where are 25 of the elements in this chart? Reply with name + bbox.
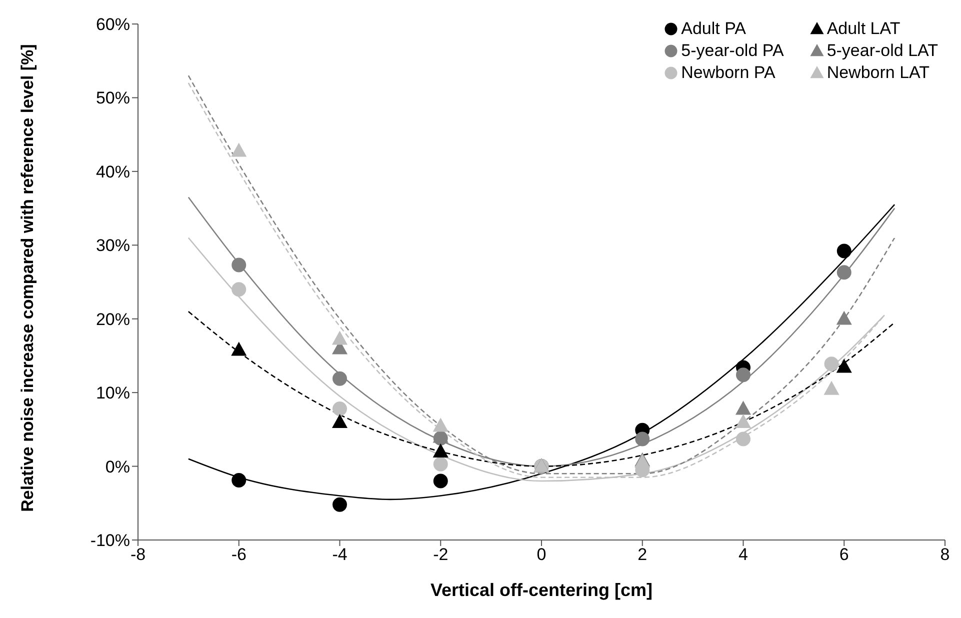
y-tick-label: 30% (96, 236, 130, 256)
x-tick-label: -2 (433, 545, 448, 564)
x-axis-title: Vertical off-centering [cm] (430, 580, 653, 600)
x-tick-label: -6 (231, 545, 246, 564)
legend-label: Adult LAT (826, 19, 900, 39)
legend-label: Newborn PA (681, 63, 776, 83)
y-tick-label: -10% (90, 531, 130, 550)
y-tick-label: 60% (96, 15, 130, 34)
y-tick-label: 20% (96, 310, 130, 329)
x-tick-label: -8 (130, 545, 146, 564)
x-tick-label: 4 (738, 545, 748, 564)
x-tick-label: 6 (839, 545, 849, 564)
legend-label: Newborn LAT (826, 63, 930, 83)
x-tick-label: 0 (536, 545, 546, 564)
y-axis-title: Relative noise increase compared with reference level [%] (18, 43, 38, 514)
y-tick-label: 40% (96, 162, 130, 182)
x-tick-label: 2 (638, 545, 648, 564)
y-tick-label: 50% (96, 88, 130, 108)
legend-label: Adult PA (681, 19, 746, 39)
y-tick-label: 10% (96, 384, 130, 403)
x-tick-label: 8 (940, 545, 950, 564)
x-tick-label: -4 (332, 545, 348, 564)
legend-label: 5-year-old PA (681, 41, 784, 61)
y-tick-label: 0% (105, 457, 130, 476)
legend-label: 5-year-old LAT (826, 41, 938, 61)
